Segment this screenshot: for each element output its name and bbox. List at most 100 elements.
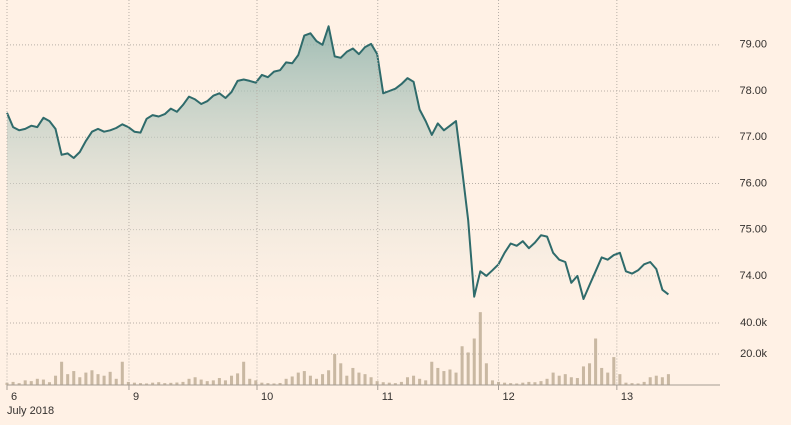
volume-bar — [442, 371, 446, 385]
volume-bar — [205, 381, 209, 385]
volume-bar — [254, 380, 258, 385]
y-tick-label: 20.0k — [740, 348, 767, 360]
volume-bar — [278, 382, 282, 385]
price-area — [7, 26, 669, 306]
volume-bar — [648, 377, 652, 385]
volume-bar — [108, 371, 112, 385]
volume-bar — [96, 374, 100, 385]
volume-bar — [472, 338, 476, 385]
x-tick-label: 13 — [621, 391, 633, 403]
volume-bar — [35, 378, 39, 385]
volume-bar — [369, 377, 373, 385]
volume-bar — [138, 383, 143, 385]
volume-bar — [132, 382, 136, 385]
volume-bar — [230, 375, 234, 385]
volume-bar — [199, 379, 203, 385]
volume-bar — [363, 374, 367, 385]
volume-bar — [600, 367, 604, 385]
volume-bar — [102, 375, 106, 385]
volume-bar — [266, 383, 270, 385]
x-axis-label: July 2018 — [7, 405, 54, 417]
volume-bar — [284, 378, 288, 385]
volume-bar — [23, 380, 27, 385]
volume-bar — [490, 380, 494, 385]
volume-bar — [41, 379, 45, 385]
volume-bar — [114, 378, 118, 385]
volume-bar — [387, 382, 391, 385]
volume-bar — [381, 382, 385, 385]
volume-bar — [126, 381, 130, 385]
x-tick-label: 12 — [503, 391, 515, 403]
volume-bar — [296, 372, 300, 385]
volume-bar — [515, 383, 519, 385]
volume-bar — [636, 383, 640, 385]
volume-bar — [120, 361, 124, 385]
volume-bar — [333, 354, 337, 385]
volume-bar — [163, 383, 167, 385]
volume-bar — [223, 380, 227, 385]
volume-bar — [236, 373, 240, 385]
volume-bar — [448, 369, 452, 385]
volume-bar — [624, 382, 628, 385]
volume-bar — [66, 374, 70, 385]
volume-bar — [157, 382, 161, 385]
x-tick-label: 10 — [261, 391, 273, 403]
volume-bar — [478, 312, 482, 385]
volume-bar — [575, 378, 579, 385]
volume-bar — [581, 366, 585, 385]
y-tick-label: 79.00 — [739, 39, 767, 51]
volume-bar — [454, 372, 458, 385]
volume-bar — [314, 378, 318, 385]
volume-bar — [321, 374, 325, 385]
y-tick-label: 76.00 — [739, 177, 767, 189]
volume-bar — [594, 338, 598, 385]
volume-bar — [654, 375, 658, 385]
volume-bar — [436, 367, 440, 385]
volume-bar — [11, 381, 15, 385]
y-tick-label: 74.00 — [739, 270, 767, 282]
volume-bar — [242, 361, 246, 385]
volume-bar — [308, 375, 312, 385]
volume-bar — [563, 374, 567, 385]
volume-bar — [29, 381, 33, 385]
volume-bar — [60, 361, 64, 385]
volume-bar — [339, 363, 343, 385]
volume-bar — [351, 367, 355, 385]
volume-bar — [327, 370, 331, 385]
volume-bar — [78, 377, 82, 385]
y-tick-label: 40.0k — [740, 317, 767, 329]
x-tick-label: 6 — [11, 391, 17, 403]
volume-bar — [430, 361, 434, 385]
volume-bar — [545, 378, 549, 385]
volume-bar — [187, 378, 191, 385]
volume-bar — [217, 378, 221, 385]
volume-bar — [539, 381, 543, 385]
volume-bar — [606, 372, 610, 385]
volume-bar — [175, 382, 179, 385]
volume-bar — [527, 381, 531, 385]
volume-bar — [17, 383, 21, 385]
volume-bar — [466, 352, 470, 385]
volume-bar — [345, 375, 349, 385]
volume-bar — [193, 377, 197, 385]
volume-bar — [588, 363, 592, 385]
x-tick-label: 9 — [133, 391, 139, 403]
volume-bar — [90, 370, 94, 385]
volume-bar — [418, 378, 422, 385]
volume-bar — [169, 382, 173, 385]
volume-bar — [557, 375, 561, 385]
volume-bar — [642, 381, 646, 385]
volume-bar — [54, 375, 58, 385]
volume-bar — [484, 363, 488, 385]
volume-bar — [521, 382, 525, 385]
volume-bar — [290, 376, 294, 385]
volume-bar — [248, 378, 252, 385]
volume-bar — [569, 377, 573, 385]
volume-bar — [302, 371, 306, 385]
volume-bar — [272, 383, 276, 385]
volume-bar — [618, 374, 622, 385]
x-tick-label: 11 — [382, 391, 393, 403]
volume-bar — [47, 382, 51, 385]
